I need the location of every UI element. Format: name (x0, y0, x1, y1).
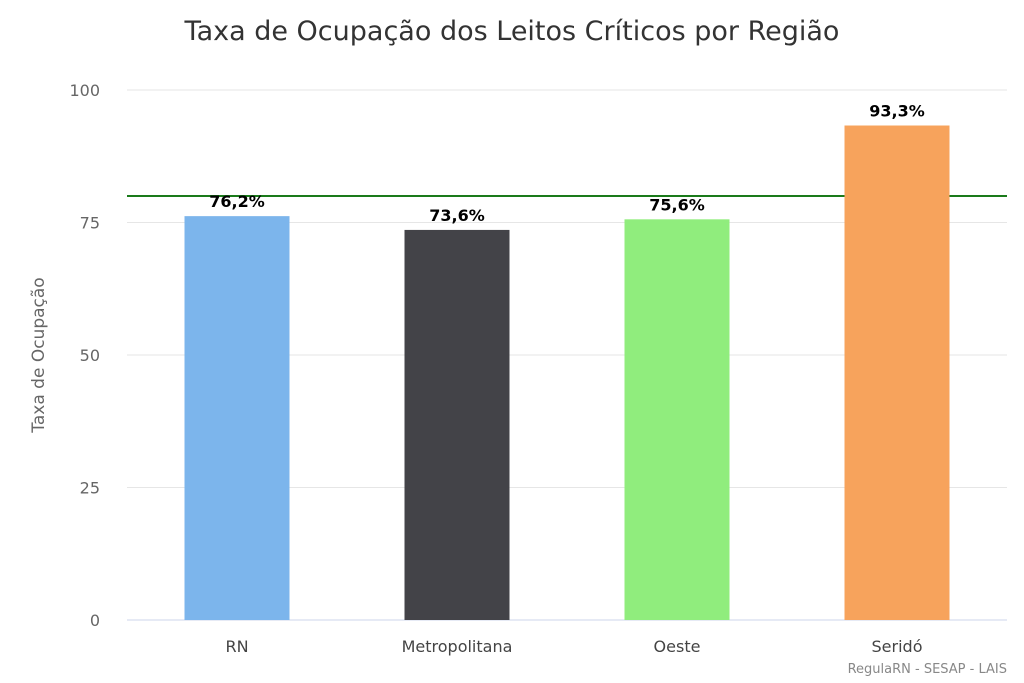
y-tick-label: 75 (80, 214, 100, 233)
bar (404, 229, 510, 621)
data-label: 76,2% (209, 192, 265, 211)
x-tick-label: Metropolitana (402, 637, 513, 656)
bar (184, 216, 290, 620)
y-tick-label: 25 (80, 479, 100, 498)
data-label: 73,6% (429, 206, 485, 225)
y-tick-label: 0 (90, 611, 100, 630)
x-tick-label: Seridó (872, 637, 923, 656)
chart-credits: RegulaRN - SESAP - LAIS (848, 662, 1007, 677)
y-tick-label: 50 (80, 346, 100, 365)
y-axis-label: Taxa de Ocupação (29, 277, 49, 433)
y-tick-label: 100 (69, 81, 100, 100)
bar (844, 125, 950, 620)
x-tick-label: Oeste (654, 637, 701, 656)
data-label: 93,3% (869, 102, 925, 121)
bar (624, 219, 730, 620)
x-tick-label: RN (225, 637, 248, 656)
data-label: 75,6% (649, 195, 705, 214)
chart-title: Taxa de Ocupação dos Leitos Críticos por… (184, 16, 840, 47)
